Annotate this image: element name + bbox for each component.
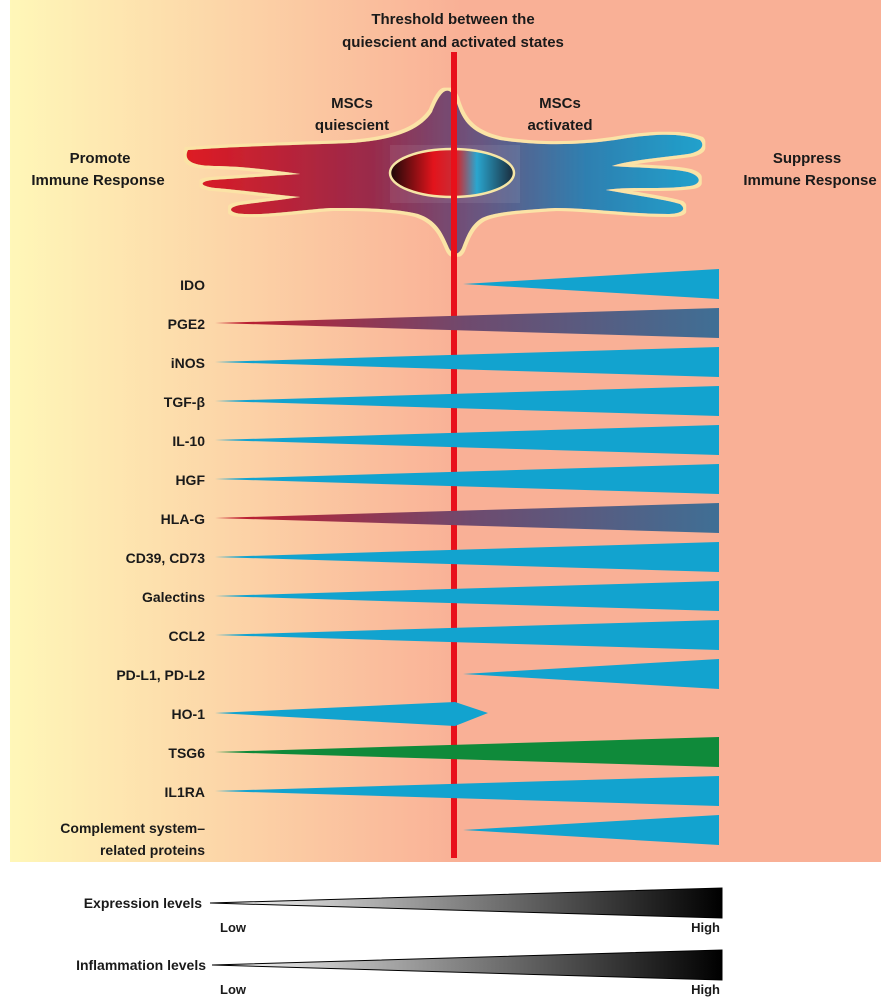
row-label-tsg6: TSG6	[168, 745, 205, 761]
row-label-complement-line2: related proteins	[100, 842, 205, 858]
promote-label-line1: Promote	[70, 150, 131, 167]
activated-label-line1: MSCs	[539, 95, 581, 112]
wedge-tsg6	[215, 737, 719, 767]
suppress-label-line1: Suppress	[773, 150, 841, 167]
wedge-hgf	[215, 464, 719, 494]
row-label-galectins: Galectins	[142, 589, 205, 605]
wedge-ccl2	[215, 620, 719, 650]
threshold-title-line2: quiescient and activated states	[342, 34, 564, 51]
expression-scale-label: Expression levels	[84, 895, 203, 911]
inflammation-scale: Inflammation levels Low High	[76, 949, 723, 997]
row-label-cd39-cd73: CD39, CD73	[126, 550, 206, 566]
row-label-inos: iNOS	[171, 355, 205, 371]
quiescent-label-line1: MSCs	[331, 95, 373, 112]
wedge-hla-g	[215, 503, 719, 533]
inflammation-scale-high: High	[691, 982, 720, 997]
expression-scale-low: Low	[220, 920, 247, 935]
inflammation-scale-wedge	[211, 949, 723, 981]
wedge-galectins	[215, 581, 719, 611]
row-label-pge2: PGE2	[168, 316, 206, 332]
inflammation-scale-label: Inflammation levels	[76, 957, 206, 973]
threshold-line	[451, 52, 457, 858]
row-label-ho-1: HO-1	[172, 706, 206, 722]
wedge-ido	[463, 269, 719, 299]
row-label-il1ra: IL1RA	[165, 784, 205, 800]
wedge-inos	[215, 347, 719, 377]
row-label-ido: IDO	[180, 277, 205, 293]
wedge-il-10	[215, 425, 719, 455]
expression-scale-high: High	[691, 920, 720, 935]
row-label-hla-g: HLA-G	[161, 511, 205, 527]
row-label-tgf-beta: TGF-β	[164, 394, 206, 410]
wedge-complement	[463, 815, 719, 845]
wedge-cd39-cd73	[215, 542, 719, 572]
activated-label-line2: activated	[527, 117, 592, 134]
promote-label-line2: Immune Response	[31, 172, 164, 189]
wedge-pd-l1-pd-l2	[463, 659, 719, 689]
wedge-il1ra	[215, 776, 719, 806]
row-label-hgf: HGF	[175, 472, 205, 488]
inflammation-scale-low: Low	[220, 982, 247, 997]
row-label-ccl2: CCL2	[168, 628, 205, 644]
wedge-ho-1	[215, 702, 488, 726]
wedge-tgf-beta	[215, 386, 719, 416]
suppress-label-line2: Immune Response	[743, 172, 876, 189]
row-label-pd-l1-pd-l2: PD-L1, PD-L2	[116, 667, 205, 683]
quiescent-label-line2: quiescient	[315, 117, 389, 134]
expression-scale-wedge	[209, 887, 723, 919]
threshold-title-line1: Threshold between the	[371, 11, 534, 28]
expression-scale: Expression levels Low High	[84, 887, 723, 935]
row-label-il-10: IL-10	[172, 433, 205, 449]
wedge-pge2	[215, 308, 719, 338]
wedge-rows: IDO PGE2 iNOS TGF-β IL-10 HGF HLA-G CD39…	[60, 269, 719, 858]
row-label-complement-line1: Complement system–	[60, 820, 205, 836]
